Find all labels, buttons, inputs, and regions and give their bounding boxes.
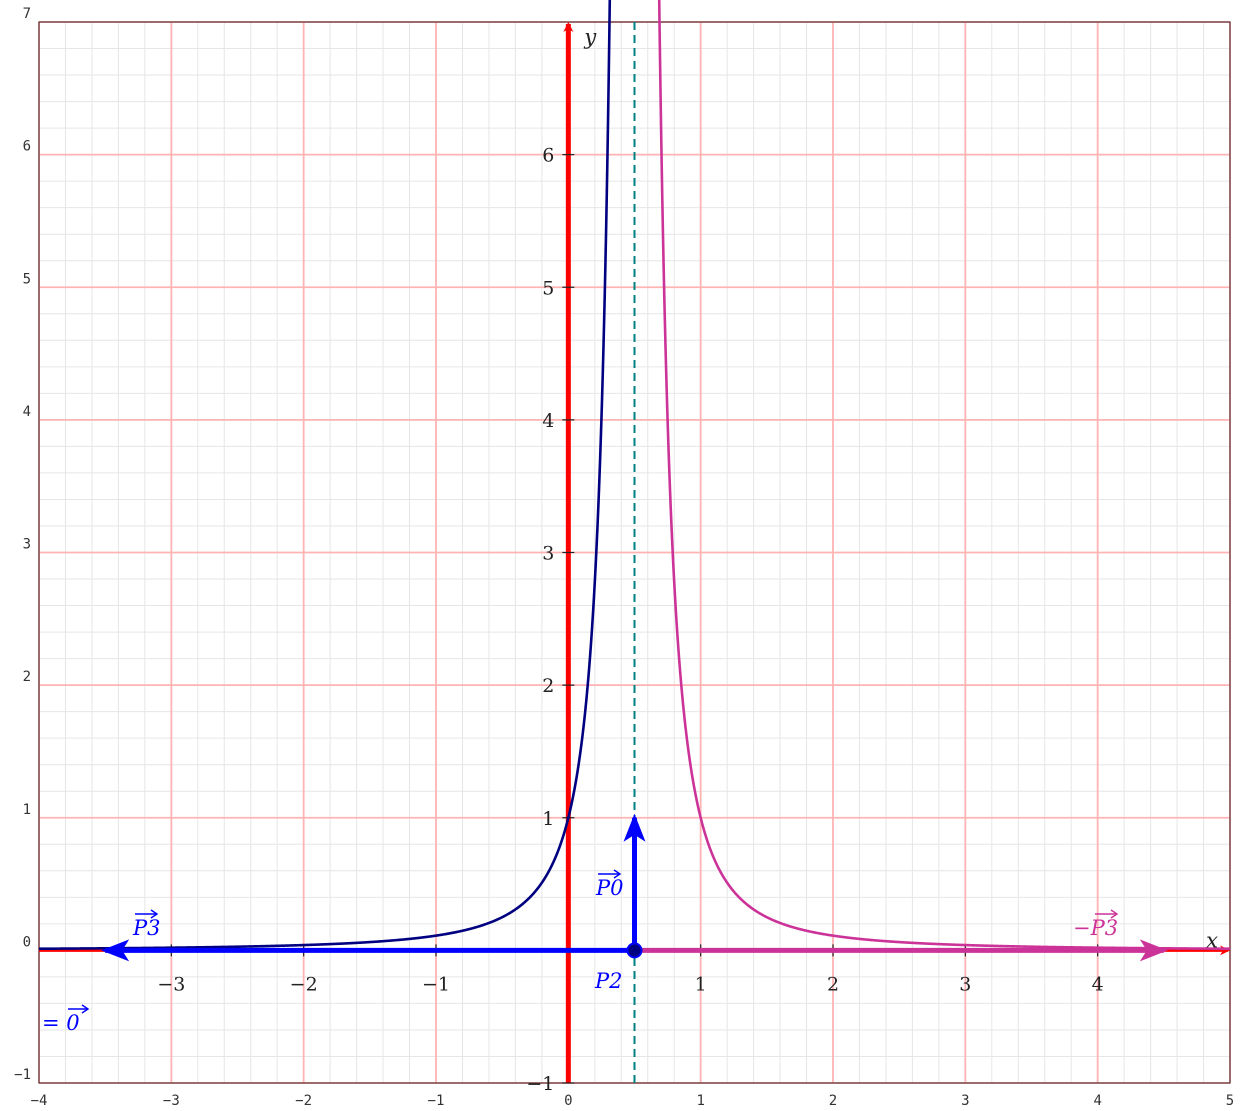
outer-y-tick-label: 4 <box>23 404 31 420</box>
label-p0-overline-head <box>613 869 622 879</box>
x-tick-label: 1 <box>695 973 707 995</box>
label-p3: P3 <box>132 909 161 940</box>
x-tick-label: −1 <box>422 973 450 995</box>
outer-y-tick-label: 5 <box>23 271 31 287</box>
outer-x-tick-label: 0 <box>564 1093 572 1109</box>
y-axis-label: y <box>583 25 597 49</box>
y-tick-label: −1 <box>526 1073 554 1095</box>
x-tick-label: 3 <box>959 973 971 995</box>
outer-x-tick-label: 2 <box>829 1093 837 1109</box>
label-neg-p3-text: −P3 <box>1073 916 1118 940</box>
x-tick-label: 2 <box>827 973 839 995</box>
outer-x-tick-label: 5 <box>1226 1093 1234 1109</box>
y-tick-label: 3 <box>542 543 554 565</box>
label-p0-text: P0 <box>595 876 624 900</box>
point-p2 <box>626 942 643 959</box>
outer-x-tick-label: 4 <box>1093 1093 1101 1109</box>
y-tick-label: 1 <box>542 808 554 830</box>
x-tick-label: −2 <box>290 973 318 995</box>
right-curve <box>657 0 1231 951</box>
outer-y-tick-label: 6 <box>23 139 31 155</box>
label-neg-p3-overline-head <box>1110 909 1119 919</box>
equals-zero-overline-head <box>81 1004 90 1014</box>
label-p3-overline-head <box>150 909 159 919</box>
x-axis-label: x <box>1206 928 1218 952</box>
label-neg-p3: −P3 <box>1073 909 1119 940</box>
outer-y-tick-label: 0 <box>23 934 31 950</box>
outer-y-tick-label: 1 <box>23 802 31 818</box>
outer-x-tick-label: −2 <box>295 1093 312 1109</box>
outer-y-tick-label: 2 <box>23 669 31 685</box>
x-tick-label: −3 <box>157 973 185 995</box>
outer-x-tick-label: 1 <box>696 1093 704 1109</box>
x-tick-label: 4 <box>1092 973 1104 995</box>
labels: −4 −3 −2 −1 0 1 2 3 4 5 −1 0 1 2 3 4 5 6 7 −3 −2 −1 1 2 3 4 −1 1 2 3 4… <box>14 6 1234 1109</box>
label-equals-zero-text: = 0 <box>42 1011 80 1035</box>
outer-y-tick-label: 3 <box>23 537 31 553</box>
vectors <box>101 813 1168 962</box>
y-tick-label: 2 <box>542 675 554 697</box>
y-tick-label: 4 <box>542 410 554 432</box>
label-p2: P2 <box>594 969 623 993</box>
outer-y-tick-label: 7 <box>23 6 31 22</box>
outer-x-tick-label: −1 <box>428 1093 445 1109</box>
outer-x-tick-label: −3 <box>163 1093 180 1109</box>
y-tick-label: 5 <box>542 277 554 299</box>
outer-x-tick-label: −4 <box>31 1093 48 1109</box>
label-p0: P0 <box>595 869 624 900</box>
outer-y-tick-label: −1 <box>14 1067 31 1083</box>
y-tick-label: 6 <box>542 145 554 167</box>
label-p3-text: P3 <box>132 916 161 940</box>
outer-x-tick-label: 3 <box>961 1093 969 1109</box>
label-equals-zero: = 0 <box>42 1004 90 1035</box>
